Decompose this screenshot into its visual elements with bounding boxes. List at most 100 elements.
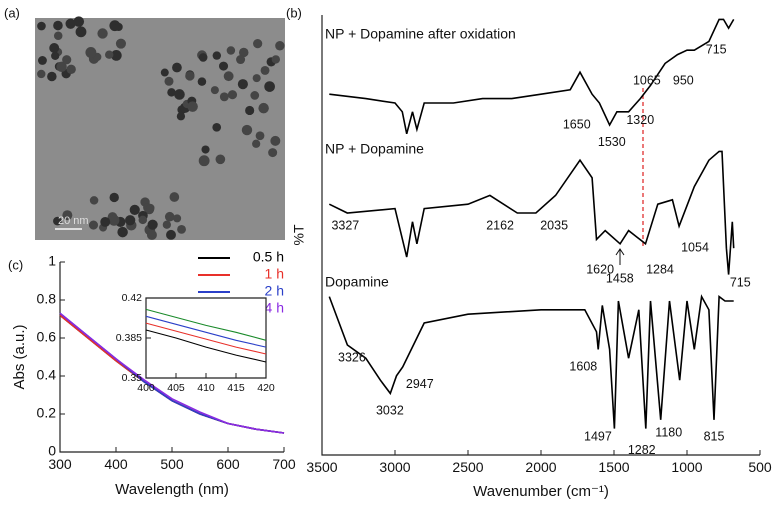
- particle: [219, 61, 229, 71]
- particle: [66, 64, 76, 75]
- particle: [51, 51, 60, 61]
- series-line: [328, 150, 735, 275]
- series-label: Dopamine: [325, 274, 389, 290]
- series-line: [145, 308, 267, 341]
- particle: [212, 51, 222, 60]
- peak-label: 3032: [376, 403, 404, 417]
- x-tick-label: 400: [104, 456, 128, 472]
- particle: [198, 155, 210, 167]
- particle: [47, 71, 57, 82]
- peak-label: 2162: [486, 218, 514, 232]
- particle: [75, 26, 87, 38]
- y-tick-label: 0.8: [37, 291, 57, 307]
- particle: [117, 226, 128, 238]
- series-label: NP + Dopamine after oxidation: [325, 26, 516, 42]
- particle: [115, 38, 126, 49]
- x-tick-label: 400: [137, 382, 155, 394]
- series-label: NP + Dopamine: [325, 141, 424, 157]
- peak-label: 815: [704, 430, 725, 444]
- peak-label: 3327: [331, 218, 359, 232]
- particle: [125, 215, 136, 226]
- particle: [162, 220, 171, 229]
- x-tick-label: 2500: [452, 459, 483, 475]
- peak-label: 1065: [633, 73, 661, 87]
- y-tick-label: 0.35: [122, 372, 143, 384]
- x-axis-label: Wavenumber (cm⁻¹): [473, 483, 609, 500]
- particle: [252, 74, 261, 83]
- inset-background: [146, 298, 266, 378]
- x-tick-label: 600: [216, 456, 240, 472]
- particle: [167, 88, 176, 97]
- particle: [275, 41, 285, 51]
- x-tick-label: 410: [197, 382, 215, 394]
- legend-label: 1 h: [265, 266, 284, 282]
- panel-label: (c): [8, 257, 23, 272]
- x-tick-label: 420: [257, 382, 275, 394]
- particle: [260, 65, 270, 75]
- particle: [241, 124, 253, 136]
- particle: [173, 214, 182, 223]
- peak-label: 1054: [681, 240, 709, 254]
- x-tick-label: 1000: [671, 459, 702, 475]
- particle: [212, 122, 222, 132]
- particle: [239, 47, 249, 58]
- scale-bar-label: 20 nm: [58, 215, 89, 227]
- peak-label: 950: [673, 73, 694, 87]
- x-tick-label: 3000: [379, 459, 410, 475]
- particle: [172, 62, 182, 73]
- particle: [49, 43, 60, 53]
- particle: [250, 91, 260, 100]
- peak-label: 1530: [598, 135, 626, 149]
- particle: [73, 16, 85, 27]
- particle: [65, 18, 76, 29]
- x-tick-label: 2000: [525, 459, 556, 475]
- peak-label: 1458: [606, 271, 634, 285]
- particle: [210, 86, 219, 95]
- particles: [37, 16, 285, 240]
- particle: [174, 89, 185, 100]
- particle: [110, 50, 122, 61]
- particle: [89, 196, 99, 205]
- particle: [268, 148, 278, 158]
- particle: [245, 105, 255, 116]
- panel-label: (b): [286, 5, 302, 20]
- particle: [56, 61, 67, 73]
- particle: [236, 55, 246, 65]
- y-tick-label: 0.4: [37, 367, 57, 383]
- particle: [37, 56, 47, 65]
- particle: [215, 154, 226, 165]
- particle: [252, 139, 261, 148]
- particle: [97, 28, 108, 39]
- series-line: [59, 312, 285, 434]
- y-axis-label: %T: [291, 224, 307, 245]
- particle: [176, 112, 186, 121]
- y-tick-label: 0.2: [37, 405, 57, 421]
- particle: [62, 210, 73, 221]
- peak-label: 715: [730, 276, 751, 290]
- particle: [187, 101, 198, 112]
- particle: [270, 135, 281, 146]
- particle: [114, 22, 123, 32]
- peak-label: 1284: [646, 262, 674, 276]
- particle: [264, 81, 275, 92]
- particle: [255, 131, 265, 141]
- peak-label: 1650: [563, 117, 591, 131]
- particle: [177, 224, 186, 234]
- x-tick-label: 700: [272, 456, 296, 472]
- series-line: [145, 322, 267, 355]
- peak-label: 1180: [655, 425, 682, 439]
- legend-label: 0.5 h: [253, 249, 284, 265]
- particle: [105, 50, 114, 59]
- x-tick-label: 1500: [598, 459, 629, 475]
- particle: [37, 21, 46, 31]
- legend-label: 2 h: [265, 283, 284, 299]
- peak-label: 2947: [406, 377, 434, 391]
- particle: [169, 192, 180, 202]
- particle: [223, 71, 234, 82]
- x-tick-label: 405: [167, 382, 185, 394]
- y-axis-label: Abs (a.u.): [11, 324, 28, 389]
- particle: [146, 203, 155, 213]
- x-tick-label: 500: [748, 459, 772, 475]
- particle: [146, 229, 157, 240]
- x-tick-label: 500: [160, 456, 184, 472]
